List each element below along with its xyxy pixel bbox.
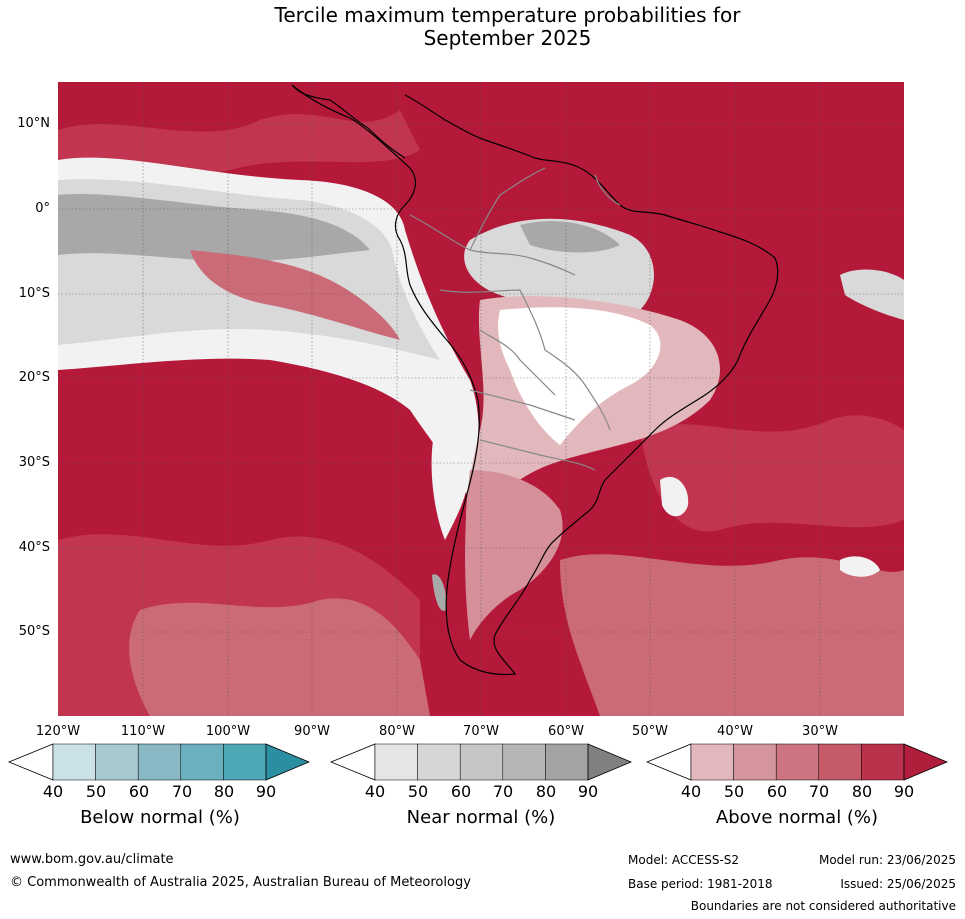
tick-below-50: 50 <box>85 782 107 801</box>
graticule <box>58 82 904 716</box>
lat-label-40s: 40°S <box>18 540 50 555</box>
lat-label-0: 0° <box>35 201 50 216</box>
central-america-coastline <box>291 84 406 159</box>
lat-label-20s: 20°S <box>18 370 50 385</box>
colorbar-swatch <box>52 743 96 781</box>
field-above-70-tongue <box>190 250 400 340</box>
tick-near-60: 60 <box>450 782 472 801</box>
tick-near-70: 70 <box>492 782 514 801</box>
colorbar-swatch <box>459 743 504 781</box>
field-white-interior <box>498 307 661 445</box>
tick-above-50: 50 <box>723 782 745 801</box>
field-near-40-atlantic <box>660 476 689 517</box>
colorbar-above-normal <box>646 743 948 781</box>
lat-label-10n: 10°N <box>17 116 50 131</box>
colorbar-swatch <box>95 743 139 781</box>
field-near-50-atlantic <box>840 269 904 320</box>
probability-map <box>58 82 904 716</box>
colorbar-under-extension <box>8 743 54 781</box>
field-near-70-amazon <box>520 221 620 253</box>
tick-near-80: 80 <box>535 782 557 801</box>
boundaries-disclaimer: Boundaries are not considered authoritat… <box>690 899 956 913</box>
field-above-60-southcone <box>465 470 563 640</box>
tick-below-80: 80 <box>213 782 235 801</box>
colorbar-swatch <box>861 743 905 781</box>
field-near-70-patagonia <box>432 574 447 611</box>
lat-label-50s: 50°S <box>18 624 50 639</box>
colorbar-label-above: Above normal (%) <box>715 807 879 828</box>
colorbar-swatch <box>690 743 734 781</box>
tick-below-60: 60 <box>128 782 150 801</box>
colorbar-swatch <box>374 743 418 781</box>
colorbar-swatch <box>545 743 589 781</box>
lon-label-120w: 120°W <box>35 724 81 739</box>
lon-label-50w: 50°W <box>632 724 668 739</box>
website-link[interactable]: www.bom.gov.au/climate <box>10 852 174 867</box>
country-borders <box>409 167 621 471</box>
lon-label-110w: 110°W <box>120 724 166 739</box>
base-period: Base period: 1981-2018 <box>628 877 773 891</box>
colorbar-swatch <box>775 743 820 781</box>
copyright-text: © Commonwealth of Australia 2025, Austra… <box>10 875 471 890</box>
colorbar-label-near: Near normal (%) <box>406 807 556 828</box>
field-above-80-atlantic <box>640 415 904 532</box>
field-near-70-pacific <box>58 193 370 262</box>
lon-label-40w: 40°W <box>717 724 753 739</box>
lon-label-80w: 80°W <box>379 724 415 739</box>
title-line-1: Tercile maximum temperature probabilitie… <box>274 3 741 27</box>
colorbar-swatch <box>502 743 546 781</box>
tick-above-70: 70 <box>808 782 830 801</box>
colorbar-swatch <box>180 743 224 781</box>
colorbar-near-normal <box>330 743 632 781</box>
colorbar-over-extension <box>587 743 632 781</box>
tick-near-50: 50 <box>407 782 429 801</box>
tick-near-90: 90 <box>577 782 599 801</box>
tick-near-40: 40 <box>364 782 386 801</box>
field-above-70-southeast <box>560 554 904 716</box>
tick-above-90: 90 <box>893 782 915 801</box>
colorbar-under-extension <box>330 743 376 781</box>
field-above-80-west <box>58 110 420 176</box>
title-line-2: September 2025 <box>423 26 592 50</box>
colorbar-under-extension <box>646 743 692 781</box>
lat-label-30s: 30°S <box>18 455 50 470</box>
south-america-coastline <box>291 84 779 676</box>
field-above-70-south <box>129 598 430 716</box>
lat-label-10s: 10°S <box>18 286 50 301</box>
colorbar-swatch <box>818 743 862 781</box>
map-title: Tercile maximum temperature probabilitie… <box>0 4 965 50</box>
model-name: Model: ACCESS-S2 <box>628 853 740 867</box>
tick-below-90: 90 <box>255 782 277 801</box>
map-field <box>58 82 904 716</box>
lon-label-90w: 90°W <box>294 724 330 739</box>
tick-above-80: 80 <box>851 782 873 801</box>
model-run-date: Model run: 23/06/2025 <box>818 853 956 867</box>
issued-date: Issued: 25/06/2025 <box>840 877 956 891</box>
tick-below-70: 70 <box>171 782 193 801</box>
colorbar-over-extension <box>903 743 948 781</box>
lon-label-60w: 60°W <box>548 724 584 739</box>
lon-label-70w: 70°W <box>463 724 499 739</box>
field-near-40-south <box>840 556 880 577</box>
colorbar-label-below: Below normal (%) <box>80 807 240 828</box>
tick-above-40: 40 <box>680 782 702 801</box>
colorbar-swatch <box>417 743 461 781</box>
colorbar-below-normal <box>8 743 310 781</box>
colorbar-swatch <box>733 743 777 781</box>
lon-label-30w: 30°W <box>802 724 838 739</box>
colorbar-over-extension <box>265 743 310 781</box>
field-near-40-southcone <box>431 400 469 540</box>
tick-above-60: 60 <box>766 782 788 801</box>
tick-below-40: 40 <box>42 782 64 801</box>
colorbar-swatch <box>223 743 267 781</box>
lon-label-100w: 100°W <box>205 724 251 739</box>
colorbar-swatch <box>137 743 182 781</box>
